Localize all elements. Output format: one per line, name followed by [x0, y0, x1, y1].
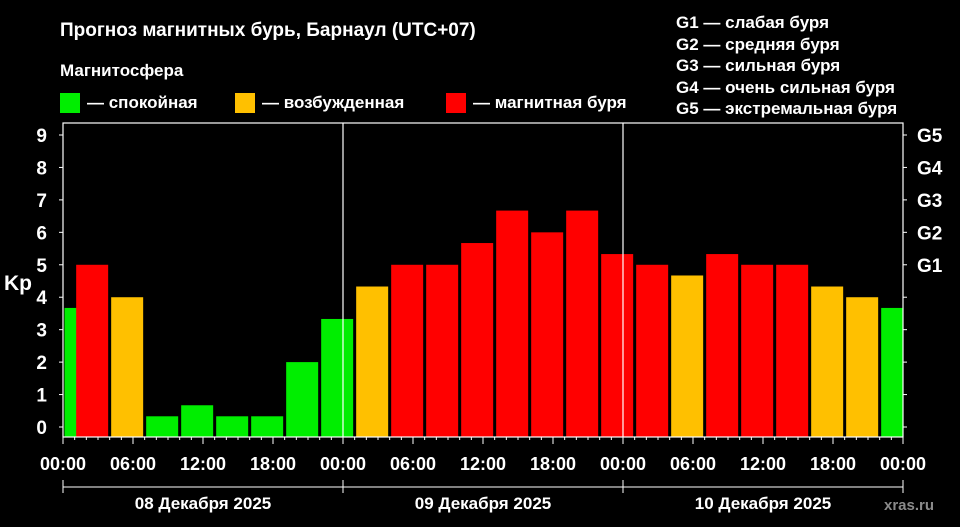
g-scale-item-g2: G2 — средняя буря: [676, 34, 840, 54]
y-tick-label: 5: [36, 256, 47, 277]
kp-bar: [76, 264, 109, 437]
y-tick-label: 4: [36, 288, 47, 309]
legend-quiet-swatch: [60, 93, 80, 113]
y-tick-label: 2: [36, 353, 47, 374]
date-label-day2: 09 Декабря 2025: [414, 494, 552, 513]
g-level-label: G3: [917, 191, 942, 212]
kp-bar: [741, 264, 774, 437]
legend-quiet-label: — спокойная: [87, 93, 198, 112]
legend-storm-swatch: [446, 93, 466, 113]
kp-bar: [496, 210, 529, 437]
g-scale-item-g5: G5 — экстремальная буря: [676, 99, 898, 118]
g-scale-item-g1: G1 — слабая буря: [676, 13, 830, 32]
y-tick-label: 7: [36, 191, 47, 212]
kp-bar: [846, 297, 879, 437]
g-level-label: G5: [917, 126, 943, 147]
kp-bar: [146, 416, 179, 437]
date-label-day3: 10 Декабря 2025: [694, 494, 832, 513]
y-tick-label: 9: [36, 126, 47, 147]
x-tick-label: 06:00: [390, 454, 436, 474]
x-tick-label: 18:00: [810, 454, 856, 474]
x-tick-label: 06:00: [670, 454, 716, 474]
chart-title: Прогноз магнитных бурь, Барнаул (UTC+07): [60, 20, 476, 41]
x-tick-label: 12:00: [180, 454, 226, 474]
x-tick-label: 00:00: [320, 454, 366, 474]
kp-bar: [671, 275, 704, 437]
kp-bar: [776, 264, 809, 437]
y-tick-label: 1: [36, 386, 47, 407]
kp-bar: [356, 286, 389, 437]
legend-quiet: — спокойная: [60, 92, 198, 114]
kp-bar: [251, 416, 284, 437]
kp-bar: [216, 416, 249, 437]
g-scale-legend: G1 — слабая буря G2 — средняя буря G3 — …: [676, 12, 897, 120]
y-tick-label: 8: [36, 158, 47, 179]
y-axis-label: Kp: [4, 272, 32, 295]
kp-bar: [111, 297, 144, 437]
x-tick-label: 00:00: [40, 454, 86, 474]
kp-bar: [286, 362, 319, 437]
kp-bar: [181, 405, 214, 437]
x-tick-label: 06:00: [110, 454, 156, 474]
legend-storm-label: — магнитная буря: [473, 93, 627, 112]
kp-bar: [391, 264, 424, 437]
legend-storm: — магнитная буря: [446, 92, 627, 114]
g-level-label: G2: [917, 223, 942, 244]
x-tick-label: 12:00: [460, 454, 506, 474]
date-label-day1: 08 Декабря 2025: [134, 494, 272, 513]
kp-bar: [566, 210, 599, 437]
magnetosphere-title: Магнитосфера: [60, 61, 184, 80]
kp-bar: [706, 254, 739, 437]
g-scale-item-g3: G3 — сильная буря: [676, 56, 841, 75]
legend-active-label: — возбужденная: [262, 93, 405, 112]
y-tick-label: 0: [36, 418, 47, 439]
kp-bar: [461, 243, 494, 437]
watermark: xras.ru: [884, 497, 935, 514]
kp-bar: [321, 318, 354, 437]
y-tick-label: 3: [36, 321, 47, 342]
g-level-label: G1: [917, 256, 943, 277]
kp-bar: [881, 307, 903, 437]
g-scale-item-g4: G4 — очень сильная буря: [676, 77, 895, 97]
legend-active-swatch: [235, 93, 255, 113]
x-tick-label: 00:00: [600, 454, 646, 474]
kp-bar: [636, 264, 669, 437]
kp-bar: [811, 286, 844, 437]
legend-active: — возбужденная: [235, 92, 404, 114]
y-tick-label: 6: [36, 223, 47, 244]
x-tick-label: 18:00: [250, 454, 296, 474]
x-tick-label: 18:00: [530, 454, 576, 474]
kp-bar: [601, 254, 634, 437]
g-level-label: G4: [917, 158, 943, 179]
x-tick-label: 12:00: [740, 454, 786, 474]
kp-bar: [531, 232, 564, 437]
kp-bar: [426, 264, 459, 437]
x-tick-label: 00:00: [880, 454, 926, 474]
